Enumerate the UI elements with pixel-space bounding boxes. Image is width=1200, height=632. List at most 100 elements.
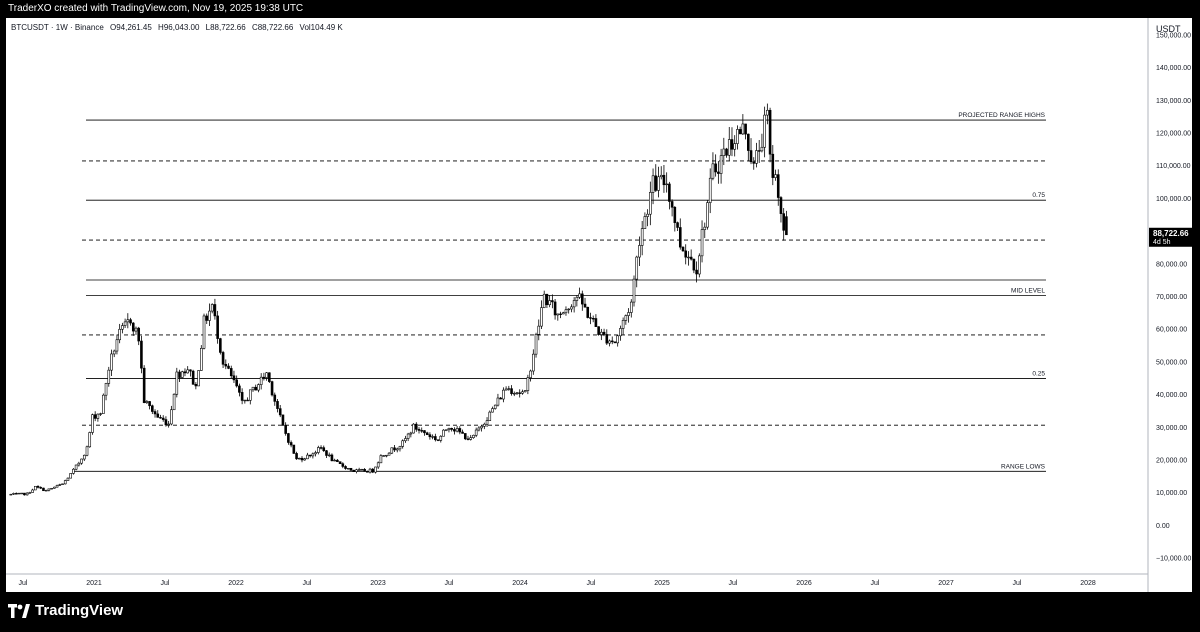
candle-body — [414, 423, 418, 430]
candle-body — [246, 399, 249, 402]
candle-body — [140, 340, 143, 369]
candle-body — [118, 328, 121, 341]
y-tick-label: 10,000.00 — [1156, 490, 1187, 497]
candle-body — [42, 487, 45, 492]
candle-body — [129, 319, 132, 324]
y-tick-label: 30,000.00 — [1156, 425, 1187, 432]
price-chart[interactable]: PROJECTED RANGE HIGHS 0.75 MID LEVEL 0.25 RA… — [6, 18, 1192, 592]
candle-body — [102, 394, 105, 414]
candle-body — [153, 411, 157, 415]
candle-body — [134, 327, 138, 332]
candle-body — [608, 340, 611, 344]
candle-body — [44, 489, 48, 492]
level-label: RANGE LOWS — [1001, 463, 1046, 470]
candle-body — [390, 447, 394, 454]
candle-body — [736, 129, 739, 144]
candle-body — [12, 493, 15, 495]
candle-body — [483, 423, 486, 427]
candle-body — [681, 246, 685, 252]
candle-body — [387, 452, 391, 456]
candle-body — [121, 325, 124, 330]
candle-body — [605, 334, 609, 344]
candle-body — [434, 436, 437, 441]
candle-body — [248, 389, 252, 401]
candle-body — [602, 331, 606, 335]
candle-body — [213, 304, 217, 317]
candle-body — [561, 312, 565, 315]
x-tick-label: Jul — [161, 580, 170, 587]
candle-body — [733, 143, 737, 150]
candle-body — [657, 176, 660, 191]
candle-body — [616, 335, 619, 344]
candle-body — [327, 454, 331, 457]
candle-body — [480, 425, 483, 429]
candle-body — [292, 444, 296, 454]
currency-label[interactable]: USDT — [1156, 24, 1181, 34]
candle-body — [591, 317, 595, 320]
candle-body — [66, 477, 70, 481]
candle-body — [455, 428, 459, 432]
candle-body — [20, 492, 23, 495]
candle-body — [99, 413, 102, 415]
candle-body — [670, 201, 674, 208]
candle-body — [142, 367, 146, 403]
candle-body — [711, 163, 715, 179]
candle-body — [393, 447, 396, 451]
candle-body — [107, 369, 111, 384]
candle-body — [178, 371, 181, 378]
candle-body — [395, 448, 399, 451]
candle-body — [782, 213, 785, 231]
candle-body — [474, 429, 478, 436]
candle-body — [744, 123, 747, 135]
candle-body — [303, 458, 307, 461]
candle-body — [458, 428, 462, 433]
x-tick-label: 2021 — [86, 580, 102, 587]
candle-body — [632, 278, 636, 303]
candle-body — [755, 150, 758, 164]
candle-body — [352, 469, 356, 472]
candle-body — [673, 206, 677, 223]
candle-body — [273, 394, 277, 402]
chart-panel[interactable]: PROJECTED RANGE HIGHS 0.75 MID LEVEL 0.25 RA… — [6, 18, 1192, 592]
candle-body — [504, 388, 508, 391]
candle-body — [80, 458, 83, 464]
candle-body — [72, 468, 75, 474]
candle-body — [191, 370, 195, 385]
candle-body — [221, 352, 225, 365]
candle-body — [289, 442, 293, 446]
candle-body — [115, 339, 119, 352]
candle-body — [23, 492, 26, 496]
y-tick-label: 100,000.00 — [1156, 196, 1191, 203]
candle-body — [382, 455, 385, 457]
candle-body — [374, 466, 377, 473]
candle-body — [208, 310, 211, 321]
candle-body — [485, 420, 489, 425]
footer-bar: TradingView — [0, 592, 1200, 632]
candle-body — [760, 146, 764, 152]
candle-body — [338, 461, 342, 465]
candle-body — [341, 463, 345, 467]
level-label: PROJECTED RANGE HIGHS — [958, 112, 1045, 119]
candle-body — [53, 486, 56, 489]
tradingview-brand: TradingView — [35, 602, 124, 619]
legend-low: L88,722.66 — [206, 23, 247, 32]
candle-body — [463, 433, 467, 440]
tradingview-logo[interactable]: TradingView — [8, 602, 123, 619]
candle-body — [779, 197, 783, 214]
svg-text:BTCUSDT · 1W · Binance: BTCUSDT · 1W · Binance O94,261.45 H96,04… — [11, 23, 343, 32]
candle-body — [678, 227, 682, 248]
candle-body — [93, 414, 97, 419]
candle-body — [725, 148, 728, 156]
candle-body — [600, 331, 603, 335]
y-tick-label: 40,000.00 — [1156, 392, 1187, 399]
level-label: 0.75 — [1032, 192, 1045, 199]
candle-body — [265, 372, 268, 378]
candle-body — [55, 485, 59, 488]
candle-body — [545, 293, 549, 306]
candle-body — [621, 320, 625, 329]
candle-body — [371, 468, 375, 473]
candle-body — [17, 492, 21, 495]
candle-body — [659, 174, 663, 178]
candle-body — [523, 390, 527, 393]
candle-body — [189, 369, 192, 372]
